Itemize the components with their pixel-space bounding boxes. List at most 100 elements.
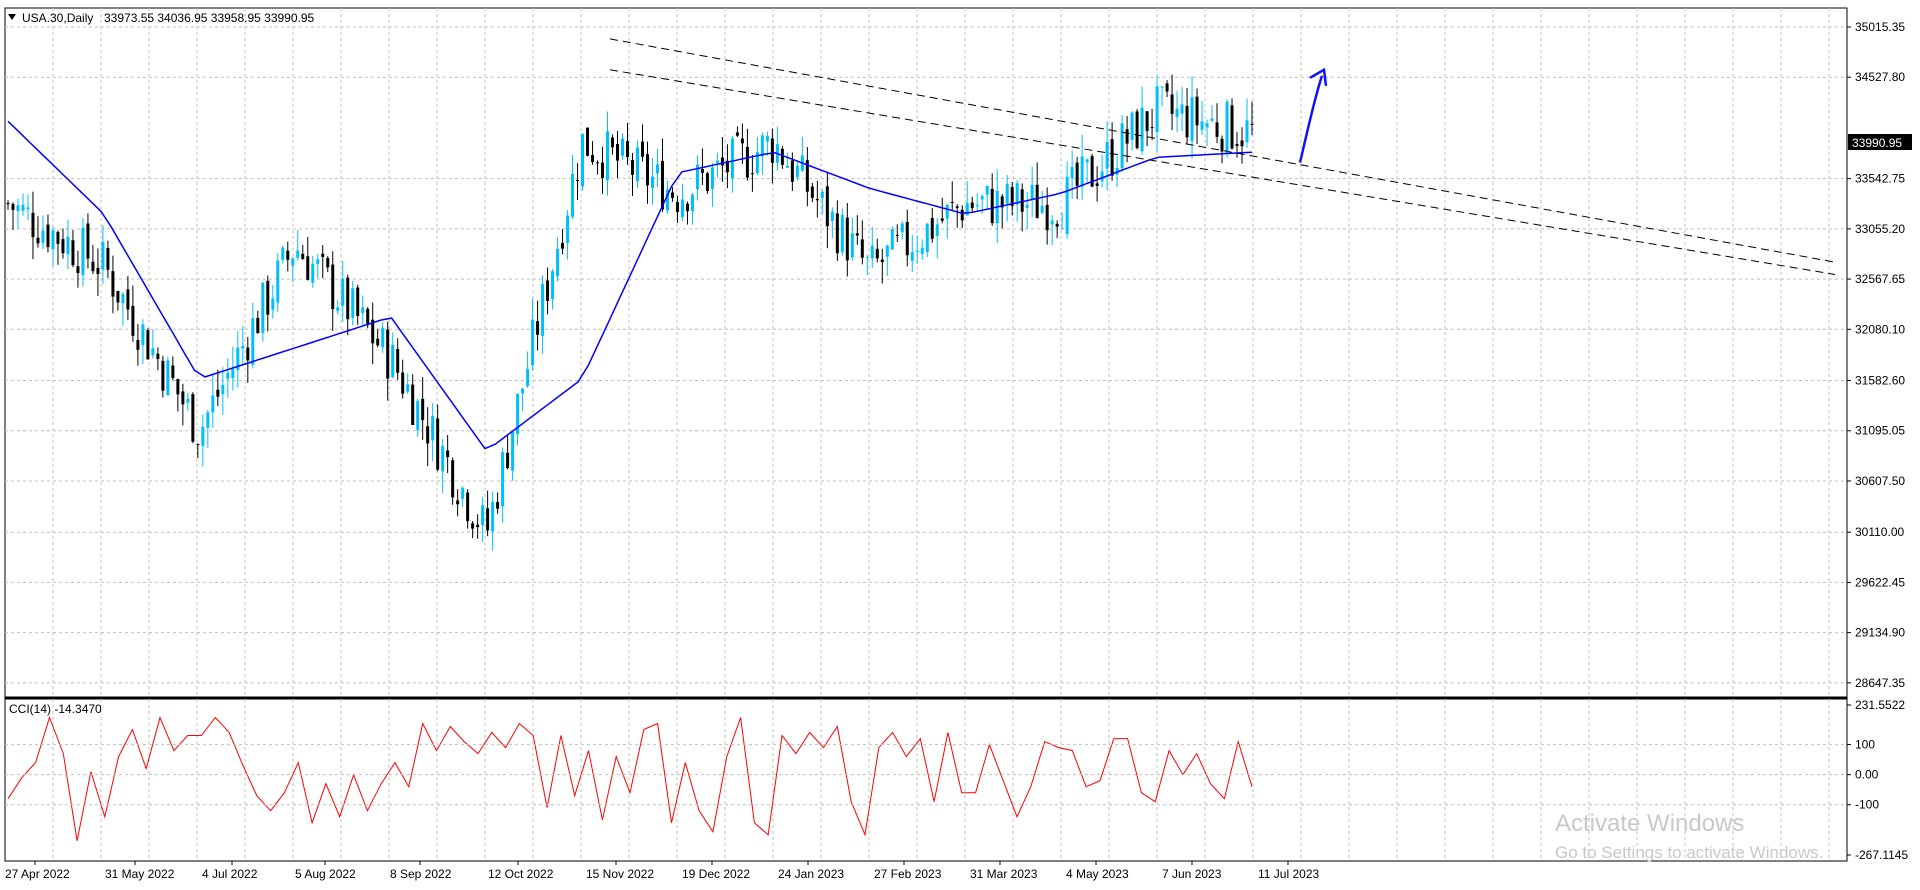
candle-bear <box>720 157 724 166</box>
indicator-axis: 231.5522 100 0.00 -100 -267.1145 <box>5 698 1908 862</box>
candle-bull <box>985 185 989 195</box>
candle-bear <box>191 394 195 442</box>
candle-bull <box>1005 183 1009 204</box>
time-tick-label: 19 Dec 2022 <box>682 867 750 881</box>
price-tick-label: 33542.75 <box>1855 172 1905 186</box>
candle-bear <box>805 160 809 192</box>
candle-bear <box>1240 140 1244 147</box>
candle-bear <box>895 234 899 236</box>
candle-bull <box>935 224 939 236</box>
candle-bull <box>1175 108 1179 118</box>
candle-bear <box>286 250 290 260</box>
indicator-tick-label: -100 <box>1855 798 1879 812</box>
candle-bear <box>321 253 325 257</box>
candle-bear <box>496 501 500 509</box>
candle-bull <box>566 215 570 244</box>
candle-bull <box>51 230 55 250</box>
candle-bull <box>890 229 894 250</box>
candle-bear <box>536 321 540 335</box>
candle-bull <box>441 446 445 472</box>
candle-bull <box>491 501 495 532</box>
candle-bull <box>101 242 105 270</box>
candle-bull <box>41 230 45 243</box>
moving-average-line <box>7 120 1253 450</box>
candle-bull <box>416 400 420 430</box>
candle-bull <box>351 288 355 318</box>
candle-bull <box>316 259 320 264</box>
candle-bear <box>845 217 849 261</box>
candle-bull <box>710 167 714 190</box>
candle-bull <box>920 247 924 255</box>
candle-bear <box>815 198 819 201</box>
candle-bear <box>1195 96 1199 126</box>
collapse-triangle-icon[interactable] <box>8 14 16 20</box>
price-tick-label: 30110.00 <box>1855 525 1904 539</box>
candle-bull <box>341 278 345 306</box>
price-panel[interactable] <box>4 7 1848 699</box>
price-tick-label: 34527.80 <box>1855 70 1905 84</box>
price-tick-label: 32567.65 <box>1855 272 1905 286</box>
indicator-tick-label: 0.00 <box>1855 768 1879 782</box>
candle-bull <box>635 147 639 182</box>
indicator-tick-label: -267.1145 <box>1855 848 1908 862</box>
time-tick-label: 7 Jun 2023 <box>1162 867 1222 881</box>
candle-bear <box>940 218 944 221</box>
candle-bull <box>621 138 625 156</box>
candle-bull <box>1070 166 1074 179</box>
current-price-label: 33990.95 <box>1852 136 1902 150</box>
candles[interactable] <box>6 74 1254 551</box>
candle-bear <box>136 340 140 350</box>
symbol-label: USA.30,Daily <box>22 11 93 25</box>
candle-bull <box>850 233 854 258</box>
trendline <box>609 69 1836 275</box>
candle-bull <box>1065 176 1069 234</box>
candle-bear <box>91 261 95 272</box>
candle-bull <box>361 307 365 313</box>
candle-bear <box>106 247 110 270</box>
indicator-panel[interactable] <box>4 698 1848 862</box>
candle-bear <box>1020 189 1024 212</box>
candle-bull <box>795 165 799 178</box>
time-tick-label: 24 Jan 2023 <box>778 867 844 881</box>
candle-bear <box>790 160 794 182</box>
candle-bear <box>1095 183 1099 186</box>
candle-bear <box>486 508 490 531</box>
price-axis: 35015.35 34527.80 33542.75 33055.20 32567.65… <box>1847 20 1905 690</box>
candle-bear <box>131 305 135 336</box>
candle-bear <box>930 217 934 239</box>
candle-bear <box>331 264 335 310</box>
candle-bear <box>506 452 510 469</box>
price-tick-label: 32080.10 <box>1855 322 1905 336</box>
candle-bear <box>1125 129 1129 144</box>
candle-bull <box>1180 104 1184 114</box>
candle-bull <box>526 368 530 387</box>
candle-bull <box>481 505 485 525</box>
candle-bear <box>960 209 964 221</box>
candle-bull <box>1205 123 1209 128</box>
candle-bull <box>166 360 170 396</box>
price-tick-label: 31582.60 <box>1855 374 1905 388</box>
candle-bull <box>820 191 824 198</box>
candle-bear <box>471 523 475 529</box>
candle-bear <box>880 259 884 263</box>
candle-bull <box>571 174 575 217</box>
candle-bear <box>740 138 744 144</box>
candle-bear <box>770 138 774 163</box>
time-tick-label: 27 Feb 2023 <box>874 867 942 881</box>
candle-bull <box>1025 204 1029 208</box>
candle-bull <box>865 257 869 259</box>
candle-bear <box>970 202 974 209</box>
candle-bear <box>61 239 65 254</box>
candle-bull <box>26 207 30 210</box>
cci-indicator <box>7 715 1253 841</box>
price-tick-label: 28647.35 <box>1855 676 1905 690</box>
candle-bear <box>256 317 260 334</box>
indicator-tick-label: 100 <box>1855 738 1875 752</box>
candle-bear <box>216 389 220 397</box>
trendlines[interactable] <box>609 38 1836 275</box>
arrow-annotation[interactable] <box>1298 67 1328 163</box>
candle-bull <box>66 236 70 255</box>
candle-bull <box>271 298 275 310</box>
candle-bull <box>870 245 874 259</box>
